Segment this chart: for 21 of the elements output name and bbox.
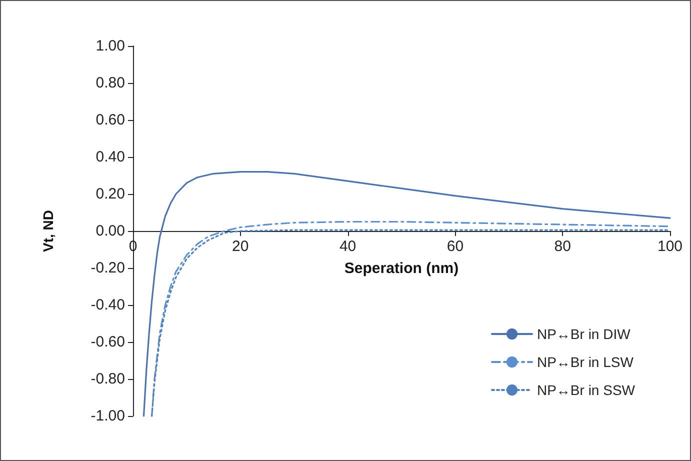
y-tick-label: -0.60 — [90, 334, 125, 350]
y-tick-label: -1.00 — [90, 408, 125, 424]
y-tick-label: 0.60 — [96, 112, 125, 128]
y-tick-label: 0.40 — [96, 148, 125, 166]
y-tick-label: -0.80 — [90, 370, 125, 388]
x-tick-label: 100 — [657, 238, 683, 255]
y-tick-label: 0.00 — [96, 222, 125, 240]
legend-label: NP↔Br in SSW — [536, 382, 636, 398]
x-tick-label: 40 — [339, 238, 356, 255]
y-tick-label: -0.40 — [90, 296, 125, 314]
y-tick-label: 0.80 — [96, 74, 125, 92]
y-axis-title: Vt, ND — [40, 210, 56, 252]
y-tick-label: 1.00 — [96, 38, 125, 54]
x-axis-title: Seperation (nm) — [344, 260, 459, 277]
legend-label: NP↔Br in DIW — [536, 326, 632, 342]
x-tick-label: 80 — [554, 238, 571, 255]
x-tick-label: 60 — [446, 238, 464, 255]
x-tick-label: 20 — [232, 238, 249, 255]
legend-label: NP↔Br in LSW — [536, 354, 634, 370]
y-tick-label: -0.20 — [90, 260, 125, 276]
y-tick-label: 0.20 — [96, 186, 125, 202]
